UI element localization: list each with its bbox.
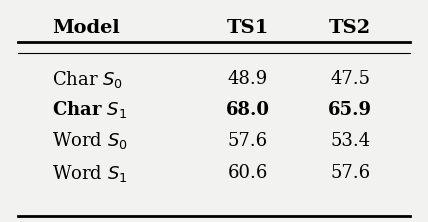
- Text: Char $S_0$: Char $S_0$: [52, 69, 123, 90]
- Text: Model: Model: [52, 19, 120, 37]
- Text: Word $S_1$: Word $S_1$: [52, 163, 128, 184]
- Text: Char $S_1$: Char $S_1$: [52, 99, 128, 120]
- Text: 53.4: 53.4: [330, 132, 370, 150]
- Text: 65.9: 65.9: [328, 101, 372, 119]
- Text: TS2: TS2: [329, 19, 371, 37]
- Text: 68.0: 68.0: [226, 101, 270, 119]
- Text: 57.6: 57.6: [228, 132, 268, 150]
- Text: 48.9: 48.9: [228, 70, 268, 88]
- Text: 60.6: 60.6: [228, 165, 268, 182]
- Text: 47.5: 47.5: [330, 70, 370, 88]
- Text: 57.6: 57.6: [330, 165, 370, 182]
- Text: Word $S_0$: Word $S_0$: [52, 130, 128, 151]
- Text: TS1: TS1: [227, 19, 269, 37]
